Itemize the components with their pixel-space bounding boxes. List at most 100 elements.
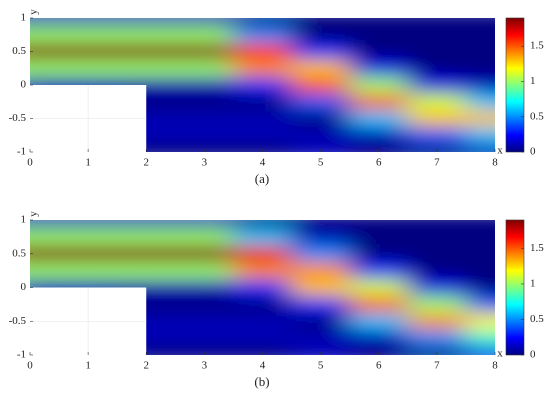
cell [349, 93, 409, 111]
cell [59, 26, 118, 44]
x-tick-label: 2 [144, 157, 150, 169]
cell [349, 43, 409, 61]
cell [465, 76, 495, 94]
cell [407, 279, 467, 297]
cell [407, 245, 467, 263]
cell [233, 59, 293, 78]
cell [349, 329, 409, 348]
cell [59, 18, 118, 27]
cell [465, 220, 495, 229]
x-tick-label: 3 [202, 157, 208, 169]
cell [233, 346, 293, 355]
cell [349, 228, 409, 246]
cell [59, 228, 118, 246]
y-tick-label: 0.5 [12, 45, 26, 57]
cell [233, 26, 293, 44]
cell [465, 262, 495, 280]
cell [407, 346, 467, 355]
colorbar-tick-label: 0 [530, 349, 536, 361]
cell [349, 220, 409, 229]
cell [175, 26, 234, 44]
y-tick-label: -1 [17, 146, 26, 158]
cell [175, 329, 234, 348]
colorbar-tick-label: 1.5 [530, 40, 544, 52]
cell [407, 18, 467, 27]
cell [117, 18, 176, 27]
cell [291, 279, 351, 297]
x-tick-label: 2 [144, 360, 150, 372]
cell [233, 76, 293, 94]
cell [291, 18, 351, 27]
cell [349, 346, 409, 355]
cell [407, 312, 467, 331]
cell [233, 312, 293, 331]
cell [175, 110, 234, 128]
cell [465, 312, 495, 331]
cell [30, 262, 60, 280]
cell [349, 110, 409, 128]
cell [349, 26, 409, 44]
y-axis-label: y [28, 9, 40, 15]
cell [291, 295, 351, 314]
y-tick-label: 0.5 [12, 247, 26, 259]
cell [233, 143, 293, 152]
cell [233, 43, 293, 61]
cell [117, 26, 176, 44]
cell [175, 279, 234, 297]
cell [407, 295, 467, 314]
x-tick-label: 0 [27, 360, 33, 372]
cell [233, 110, 293, 128]
cell [175, 76, 234, 94]
cell [117, 43, 176, 61]
cell [349, 279, 409, 297]
cell [233, 295, 293, 314]
cell [291, 329, 351, 348]
y-tick-label: -1 [17, 349, 26, 361]
cell [407, 143, 467, 152]
cell [407, 76, 467, 94]
cell [175, 43, 234, 61]
cell [349, 76, 409, 94]
cell [30, 59, 60, 78]
cell [407, 43, 467, 61]
plot-area [30, 220, 495, 355]
caption: (b) [254, 374, 269, 389]
cell [291, 126, 351, 145]
cell [175, 59, 234, 78]
x-tick-label: 7 [434, 157, 440, 169]
x-tick-label: 7 [434, 360, 440, 372]
colorbar-tick-label: 1 [530, 75, 536, 87]
cell [465, 228, 495, 246]
cell [465, 110, 495, 128]
cell [291, 245, 351, 263]
x-tick-label: 4 [260, 157, 266, 169]
cell [407, 26, 467, 44]
cell [407, 329, 467, 348]
cell [30, 26, 60, 44]
cell [175, 228, 234, 246]
cell [233, 228, 293, 246]
cell [233, 220, 293, 229]
cell [117, 262, 176, 280]
cell [465, 43, 495, 61]
cell [349, 312, 409, 331]
plot-area [30, 18, 495, 152]
cell [407, 228, 467, 246]
cell [175, 18, 234, 27]
cell [465, 18, 495, 27]
x-tick-label: 1 [85, 360, 91, 372]
cell [291, 220, 351, 229]
cell [175, 346, 234, 355]
x-tick-label: 6 [376, 157, 382, 169]
cell [175, 143, 234, 152]
cell [465, 26, 495, 44]
cell [117, 143, 176, 152]
cell [175, 262, 234, 280]
y-tick-label: 1 [21, 214, 27, 226]
y-tick-label: 1 [21, 12, 27, 24]
x-axis-label: x [497, 145, 503, 157]
cell [349, 262, 409, 280]
cell [291, 262, 351, 280]
x-tick-label: 1 [85, 157, 91, 169]
x-tick-label: 8 [492, 360, 498, 372]
